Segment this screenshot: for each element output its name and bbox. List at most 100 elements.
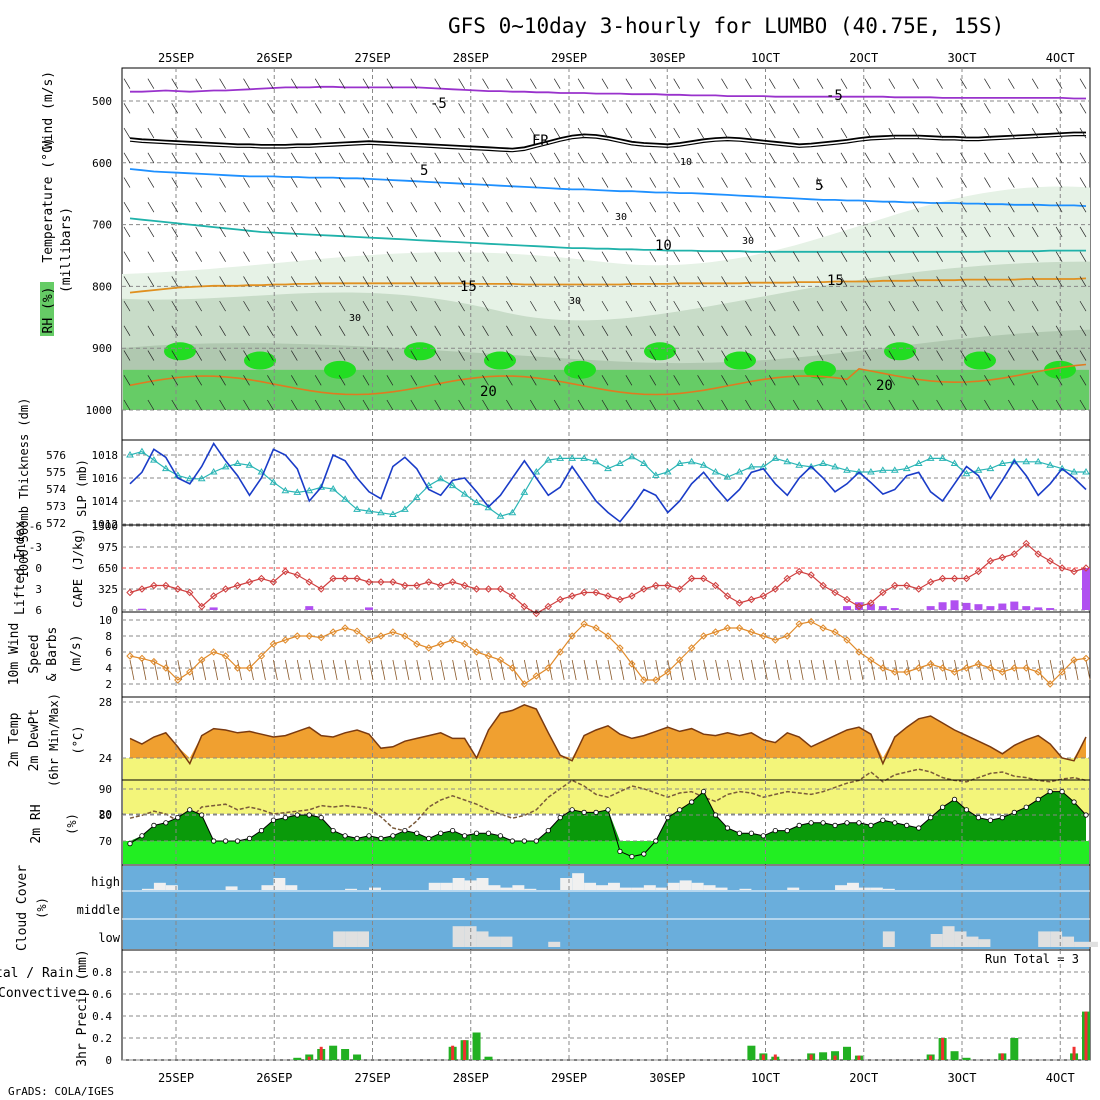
wind-barb bbox=[123, 78, 131, 89]
wind-barb bbox=[1007, 152, 1015, 163]
convective-precip-bar bbox=[307, 1056, 311, 1060]
cloud-level-label: low bbox=[98, 931, 120, 945]
wind-barb bbox=[219, 127, 226, 139]
top-date-label: 2OCT bbox=[849, 51, 878, 65]
high-cloud-bar bbox=[739, 888, 752, 890]
thickness-marker bbox=[568, 454, 577, 461]
cape-bar bbox=[890, 608, 899, 610]
wind-barb bbox=[960, 127, 967, 139]
wind-barb bbox=[553, 226, 561, 238]
total-precip-bar bbox=[843, 1046, 851, 1060]
wind-barb bbox=[171, 350, 179, 361]
total-precip-bar bbox=[353, 1054, 362, 1060]
rh-marker bbox=[294, 812, 300, 818]
wind-barb bbox=[529, 325, 537, 337]
wind-barb bbox=[147, 251, 155, 262]
wind-barb bbox=[912, 152, 920, 163]
wind-barb bbox=[314, 399, 322, 411]
wind-barb bbox=[745, 300, 752, 312]
wind-barb bbox=[529, 375, 537, 386]
wind-barb bbox=[697, 399, 704, 411]
wind-barb bbox=[768, 177, 776, 188]
li-tick-label: -6 bbox=[29, 520, 42, 533]
rh-marker bbox=[139, 833, 145, 839]
surface-wind-barb bbox=[751, 659, 756, 681]
wind-barb bbox=[673, 399, 681, 411]
wind-speed-marker bbox=[747, 628, 756, 636]
rh-marker bbox=[450, 827, 456, 834]
wind-barb bbox=[601, 399, 609, 411]
cape-bar bbox=[365, 607, 373, 610]
wind-barb bbox=[290, 127, 298, 139]
surface-wind-barb bbox=[416, 659, 422, 681]
wind-barb bbox=[195, 103, 203, 114]
lifted-index-marker bbox=[687, 574, 696, 583]
wind-barb bbox=[960, 399, 967, 411]
wind-barb bbox=[1031, 226, 1039, 238]
surface-wind-barb bbox=[129, 659, 135, 681]
thickness-tick-label: 575 bbox=[46, 466, 66, 479]
wind-barb bbox=[482, 375, 489, 386]
wind-speed-marker bbox=[891, 668, 899, 676]
lifted-index-marker bbox=[245, 578, 254, 586]
wind-barb bbox=[434, 202, 442, 213]
wind-barb bbox=[745, 375, 752, 386]
thickness-marker bbox=[604, 464, 612, 472]
rh-marker bbox=[653, 838, 659, 844]
wind-barb bbox=[768, 152, 776, 163]
total-precip-bar bbox=[472, 1032, 481, 1060]
wind-barb bbox=[553, 127, 561, 139]
wind-barb bbox=[1031, 177, 1039, 188]
contour-label: 30 bbox=[569, 296, 581, 307]
rh-marker bbox=[521, 838, 527, 844]
wind-barb bbox=[984, 325, 991, 337]
slp-tick-label: 1018 bbox=[92, 449, 119, 462]
wind-speed-marker bbox=[903, 668, 911, 676]
thickness-marker bbox=[890, 466, 899, 473]
wind-barb bbox=[458, 152, 465, 163]
stability-panel bbox=[121, 524, 1091, 618]
credit-text: GrADS: COLA/IGES bbox=[8, 1085, 114, 1098]
wind-barb bbox=[123, 325, 131, 337]
thickness-marker bbox=[484, 503, 493, 511]
li-tick-label: 6 bbox=[35, 604, 42, 617]
thickness-tick-label: 573 bbox=[46, 500, 66, 513]
wind-barb bbox=[506, 375, 513, 386]
wind-barb bbox=[506, 276, 513, 287]
wind-barb bbox=[506, 300, 513, 312]
surface-wind-barb bbox=[906, 659, 912, 681]
wind-panel bbox=[121, 611, 1091, 698]
wind-barb bbox=[1055, 78, 1063, 89]
wind-barb bbox=[673, 350, 681, 361]
wind-barb bbox=[1007, 276, 1015, 287]
lifted-index-marker bbox=[891, 581, 899, 590]
top-date-label: 1OCT bbox=[751, 51, 780, 65]
pressure-tick-label: 800 bbox=[92, 280, 112, 293]
wind-barb bbox=[434, 399, 442, 411]
rh-marker bbox=[808, 820, 814, 826]
lifted-index-marker bbox=[221, 585, 230, 593]
wind-barb bbox=[936, 375, 943, 386]
wind-barb bbox=[482, 103, 489, 114]
wind-barb bbox=[577, 300, 585, 312]
wind-barb bbox=[219, 177, 226, 188]
rh-cell-bright bbox=[644, 342, 676, 361]
thickness-marker bbox=[783, 457, 792, 465]
lifted-index-marker bbox=[903, 581, 911, 590]
surface-wind-barb bbox=[810, 659, 816, 681]
thickness-marker bbox=[1058, 464, 1066, 472]
rh-marker bbox=[629, 853, 635, 860]
temp-fill-orange bbox=[130, 704, 1086, 758]
total-precip-bar bbox=[950, 1051, 959, 1060]
rh-marker bbox=[163, 820, 169, 826]
high-cloud-bar bbox=[261, 885, 274, 890]
wind-barb bbox=[912, 399, 920, 411]
surface-wind-barb bbox=[344, 659, 350, 681]
lifted-index-marker bbox=[974, 567, 983, 576]
top-date-axis: 25SEP 26SEP 27SEP 28SEP 29SEP 30SEP 1OCT 2OCT 3O… bbox=[158, 51, 1075, 65]
high-cloud-bar bbox=[847, 882, 859, 890]
rh-marker bbox=[342, 833, 348, 839]
lifted-index-marker bbox=[604, 592, 612, 600]
lifted-index-marker bbox=[771, 585, 780, 593]
rh-fill bbox=[130, 791, 1086, 841]
